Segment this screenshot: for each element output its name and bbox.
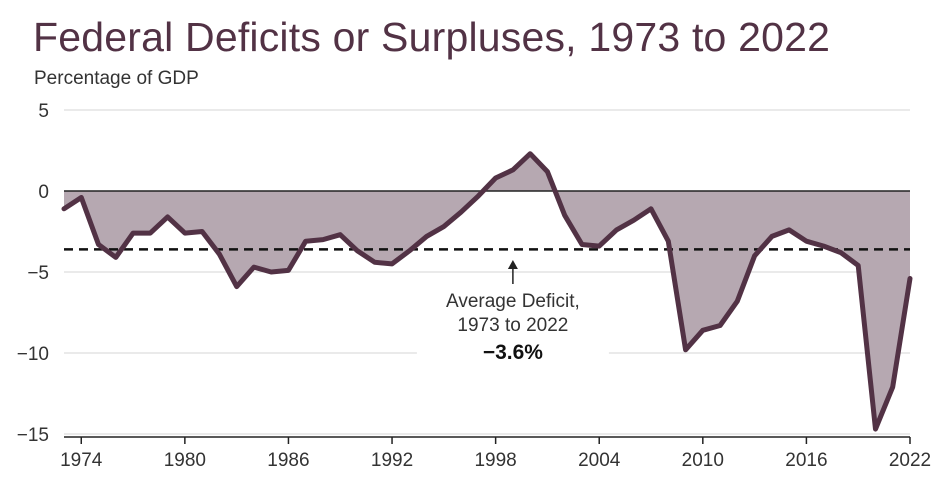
- data-point: [614, 227, 619, 232]
- data-point: [372, 260, 377, 265]
- data-point: [79, 195, 84, 200]
- x-tick-label: 2022: [889, 450, 931, 471]
- data-point: [96, 242, 101, 247]
- data-point: [286, 268, 291, 273]
- data-point: [856, 263, 861, 268]
- data-point: [873, 427, 878, 432]
- data-point: [62, 206, 67, 211]
- deficit-series-line: [61, 151, 913, 432]
- data-point: [908, 276, 913, 281]
- data-point: [200, 229, 205, 234]
- data-point: [718, 323, 723, 328]
- annotation-line-1: Average Deficit,: [446, 291, 580, 312]
- data-point: [476, 193, 481, 198]
- x-tick-label: 1992: [371, 450, 413, 471]
- data-point: [804, 239, 809, 244]
- data-point: [769, 234, 774, 239]
- data-point: [649, 206, 654, 211]
- data-point: [752, 253, 757, 258]
- data-point: [217, 252, 222, 257]
- data-point: [631, 218, 636, 223]
- y-tick-label: −5: [27, 263, 49, 284]
- x-tick-label: 1986: [267, 450, 309, 471]
- data-point: [234, 284, 239, 289]
- data-point: [562, 213, 567, 218]
- data-point: [148, 231, 153, 236]
- data-point: [683, 347, 688, 352]
- chart-title: Federal Deficits or Surpluses, 1973 to 2…: [33, 14, 831, 60]
- deficit-area: [64, 153, 910, 430]
- data-point: [787, 227, 792, 232]
- data-point: [459, 210, 464, 215]
- data-point: [666, 239, 671, 244]
- data-point: [545, 169, 550, 174]
- data-point: [131, 231, 136, 236]
- data-point: [700, 328, 705, 333]
- y-axis-label: Percentage of GDP: [34, 68, 199, 89]
- data-point: [510, 167, 515, 172]
- data-point: [269, 270, 274, 275]
- x-tick-label: 1980: [164, 450, 206, 471]
- data-point: [597, 244, 602, 249]
- x-tick-label: 1974: [60, 450, 103, 471]
- data-point: [182, 231, 187, 236]
- data-point: [338, 232, 343, 237]
- annotation-arrowhead: [507, 260, 518, 269]
- data-point: [251, 265, 256, 270]
- data-point: [735, 299, 740, 304]
- x-tick-label: 2004: [578, 450, 621, 471]
- y-tick-label: −15: [17, 425, 49, 446]
- y-tick-label: 5: [38, 101, 49, 122]
- data-point: [493, 176, 498, 181]
- data-point: [821, 244, 826, 249]
- data-point: [390, 261, 395, 266]
- data-point: [838, 250, 843, 255]
- data-point: [321, 237, 326, 242]
- x-tick-label: 2010: [682, 450, 724, 471]
- annotation-line-2: 1973 to 2022: [457, 315, 568, 336]
- data-point: [113, 255, 118, 260]
- annotation-backdrop: [416, 282, 609, 374]
- data-point: [528, 151, 533, 156]
- average-deficit-value: −3.6%: [483, 341, 543, 364]
- data-point: [165, 214, 170, 219]
- data-point: [441, 224, 446, 229]
- data-point: [890, 385, 895, 390]
- y-tick-label: −10: [17, 344, 49, 365]
- x-tick-label: 2016: [785, 450, 827, 471]
- data-point: [407, 248, 412, 253]
- x-tick-label: 1998: [474, 450, 516, 471]
- data-point: [580, 242, 585, 247]
- data-point: [355, 248, 360, 253]
- data-point: [303, 239, 308, 244]
- y-tick-label: 0: [38, 182, 49, 203]
- data-point: [424, 234, 429, 239]
